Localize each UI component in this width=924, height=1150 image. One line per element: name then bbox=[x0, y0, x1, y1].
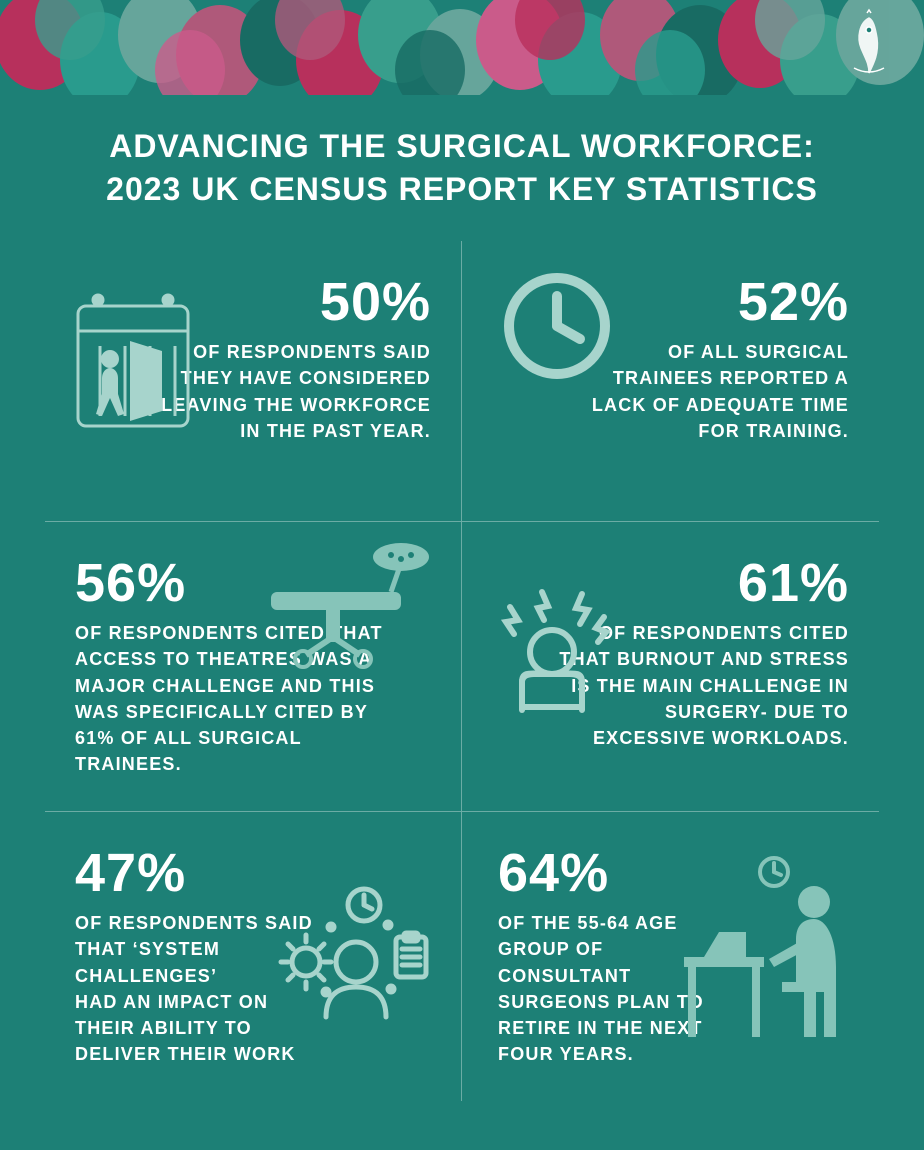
header-banner bbox=[0, 0, 924, 95]
stat-cell-burnout: 61% OF RESPONDENTS CITED THAT BURNOUT AN… bbox=[462, 521, 879, 811]
exit-door-calendar-icon bbox=[70, 286, 200, 436]
stat-cell-retire: 64% OF THE 55-64 AGE GROUP OF CONSULTANT… bbox=[462, 811, 879, 1101]
stat-desc: OF ALL SURGICAL TRAINEES REPORTED A LACK… bbox=[589, 339, 849, 443]
stat-cell-theatres: 56% OF RESPONDENTS CITED THAT ACCESS TO … bbox=[45, 521, 462, 811]
title-line-1: ADVANCING THE SURGICAL WORKFORCE: bbox=[109, 128, 815, 164]
clock-icon bbox=[502, 271, 612, 381]
operating-table-icon bbox=[261, 537, 441, 677]
page-title: ADVANCING THE SURGICAL WORKFORCE: 2023 U… bbox=[0, 95, 924, 241]
title-line-2: 2023 UK CENSUS REPORT KEY STATISTICS bbox=[106, 171, 818, 207]
stat-cell-system: 47% OF RESPONDENTS SAID THAT ‘SYSTEM CHA… bbox=[45, 811, 462, 1101]
logo-icon bbox=[839, 8, 899, 83]
stat-cell-leaving: 50% OF RESPONDENTS SAID THEY HAVE CONSID… bbox=[45, 241, 462, 521]
stress-person-icon bbox=[492, 582, 612, 722]
system-person-icon bbox=[276, 867, 436, 1047]
retire-desk-icon bbox=[674, 847, 854, 1057]
stat-cell-time: 52% OF ALL SURGICAL TRAINEES REPORTED A … bbox=[462, 241, 879, 521]
stats-grid: 50% OF RESPONDENTS SAID THEY HAVE CONSID… bbox=[0, 241, 924, 1101]
